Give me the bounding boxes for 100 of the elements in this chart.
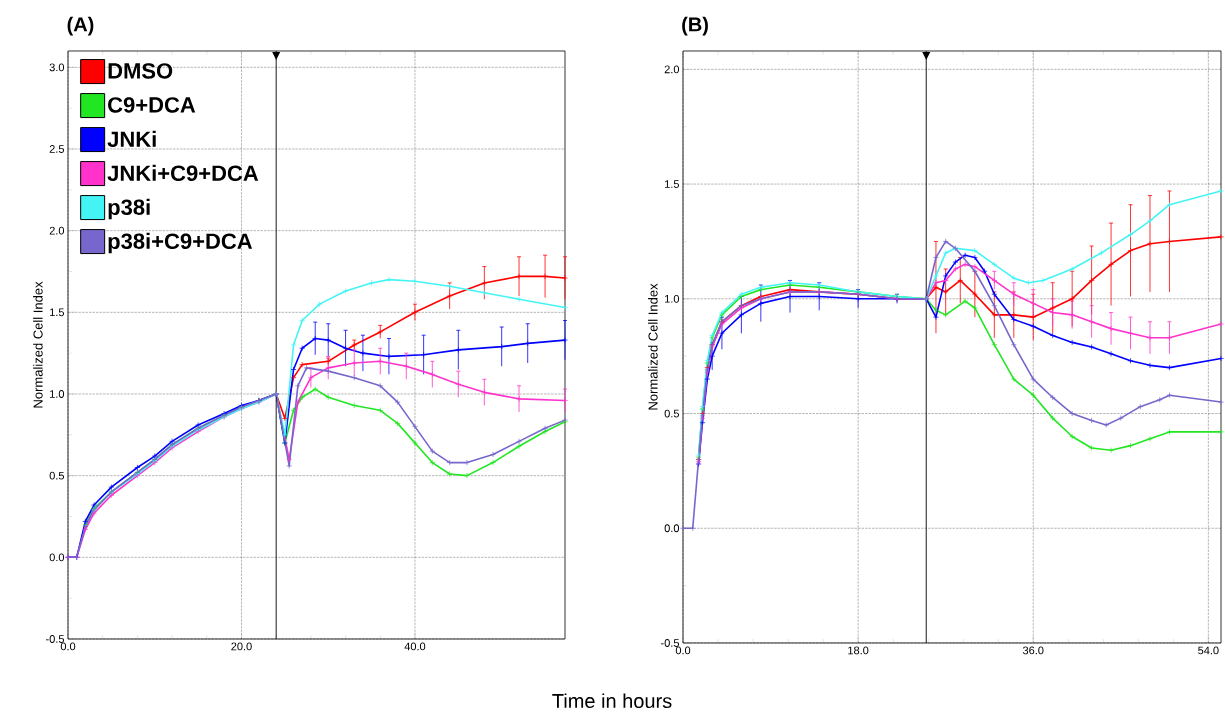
- point: [1025, 279, 1032, 286]
- point: [316, 301, 323, 308]
- point: [1147, 240, 1153, 247]
- point: [933, 272, 939, 279]
- point: [1166, 238, 1173, 245]
- point: [516, 443, 522, 450]
- point: [91, 502, 97, 508]
- point: [962, 298, 969, 305]
- point: [1069, 410, 1076, 417]
- point: [429, 459, 436, 466]
- point: [1166, 201, 1173, 208]
- point: [1137, 403, 1144, 410]
- point: [403, 363, 410, 370]
- point: [1069, 311, 1076, 318]
- point: [1156, 396, 1163, 403]
- point: [942, 277, 949, 284]
- point: [1108, 325, 1115, 332]
- point: [991, 277, 998, 284]
- point: [108, 484, 115, 491]
- point: [385, 276, 392, 283]
- point: [377, 328, 384, 335]
- point: [498, 343, 505, 350]
- point: [1030, 300, 1037, 307]
- point: [1108, 447, 1115, 454]
- point: [1147, 435, 1153, 442]
- point: [933, 314, 939, 321]
- point: [394, 420, 401, 427]
- point: [429, 448, 436, 455]
- point: [971, 305, 978, 311]
- point: [429, 371, 436, 378]
- point: [1088, 318, 1095, 325]
- y-tick-label: 0.5: [49, 471, 65, 480]
- point: [1166, 364, 1173, 371]
- point: [1049, 415, 1056, 422]
- point: [394, 399, 401, 406]
- point: [351, 360, 358, 366]
- point: [704, 376, 711, 383]
- point: [689, 525, 696, 532]
- point: [1127, 330, 1134, 337]
- y-tick-label: -0.5: [46, 635, 65, 643]
- point: [1103, 422, 1110, 428]
- point: [542, 273, 549, 280]
- point: [1010, 316, 1017, 323]
- point: [1030, 323, 1037, 330]
- x-tick-label: 0.0: [60, 642, 76, 651]
- point: [981, 268, 988, 275]
- y-axis-title: Normalized Cell Index: [648, 283, 658, 410]
- point: [1069, 295, 1076, 302]
- point: [952, 259, 959, 266]
- point: [709, 353, 716, 360]
- y-tick-label: 0.0: [49, 553, 65, 562]
- point: [933, 279, 939, 286]
- point: [1108, 261, 1115, 268]
- point: [325, 364, 332, 371]
- y-tick-label: -0.5: [661, 639, 679, 647]
- point: [516, 395, 522, 402]
- point: [971, 268, 978, 275]
- point: [351, 374, 358, 381]
- point: [1030, 314, 1037, 321]
- point: [1049, 394, 1056, 401]
- point: [299, 361, 306, 368]
- x-tick-label: 0.0: [675, 646, 691, 655]
- point: [962, 252, 969, 259]
- legend-label: C9+DCA: [108, 97, 196, 113]
- point: [962, 261, 969, 268]
- y-axis-title: Normalized Cell Index: [33, 281, 43, 408]
- point: [757, 300, 764, 307]
- point: [1088, 277, 1095, 284]
- point: [412, 309, 418, 316]
- point: [942, 238, 949, 245]
- point: [1088, 445, 1095, 451]
- point: [290, 374, 297, 381]
- point: [351, 402, 358, 409]
- point: [455, 381, 462, 388]
- point: [412, 278, 418, 285]
- point: [490, 459, 496, 466]
- point: [1010, 376, 1017, 383]
- y-tick-label: 0.0: [664, 524, 680, 533]
- point: [1088, 417, 1095, 424]
- point: [1069, 339, 1076, 346]
- point: [516, 438, 522, 445]
- point: [294, 382, 301, 389]
- point: [942, 311, 949, 318]
- point: [1030, 392, 1037, 399]
- y-tick-label: 1.0: [665, 294, 680, 303]
- point: [1127, 442, 1134, 449]
- point: [1127, 231, 1134, 238]
- point: [134, 464, 141, 471]
- x-tick-label: 20.0: [231, 642, 252, 651]
- point: [290, 407, 297, 414]
- point: [286, 456, 293, 463]
- point: [1030, 376, 1037, 383]
- y-tick-label: 2.5: [49, 145, 65, 153]
- point: [942, 272, 949, 279]
- point: [1010, 341, 1017, 348]
- point: [1069, 433, 1076, 440]
- point: [971, 247, 978, 254]
- point: [108, 492, 115, 499]
- y-tick-label: 1.5: [665, 180, 679, 188]
- point: [1127, 247, 1134, 254]
